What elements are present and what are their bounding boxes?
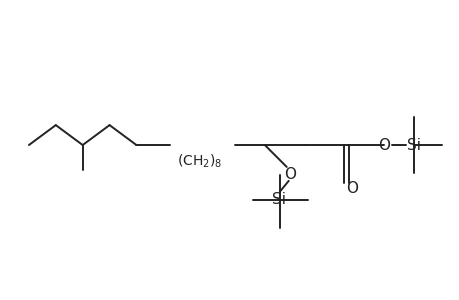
Text: O: O	[283, 167, 295, 182]
Text: Si: Si	[271, 192, 285, 207]
Text: O: O	[346, 181, 358, 196]
Text: O: O	[377, 137, 389, 152]
Text: (CH$_2$)$_8$: (CH$_2$)$_8$	[177, 153, 222, 170]
Text: Si: Si	[406, 137, 420, 152]
